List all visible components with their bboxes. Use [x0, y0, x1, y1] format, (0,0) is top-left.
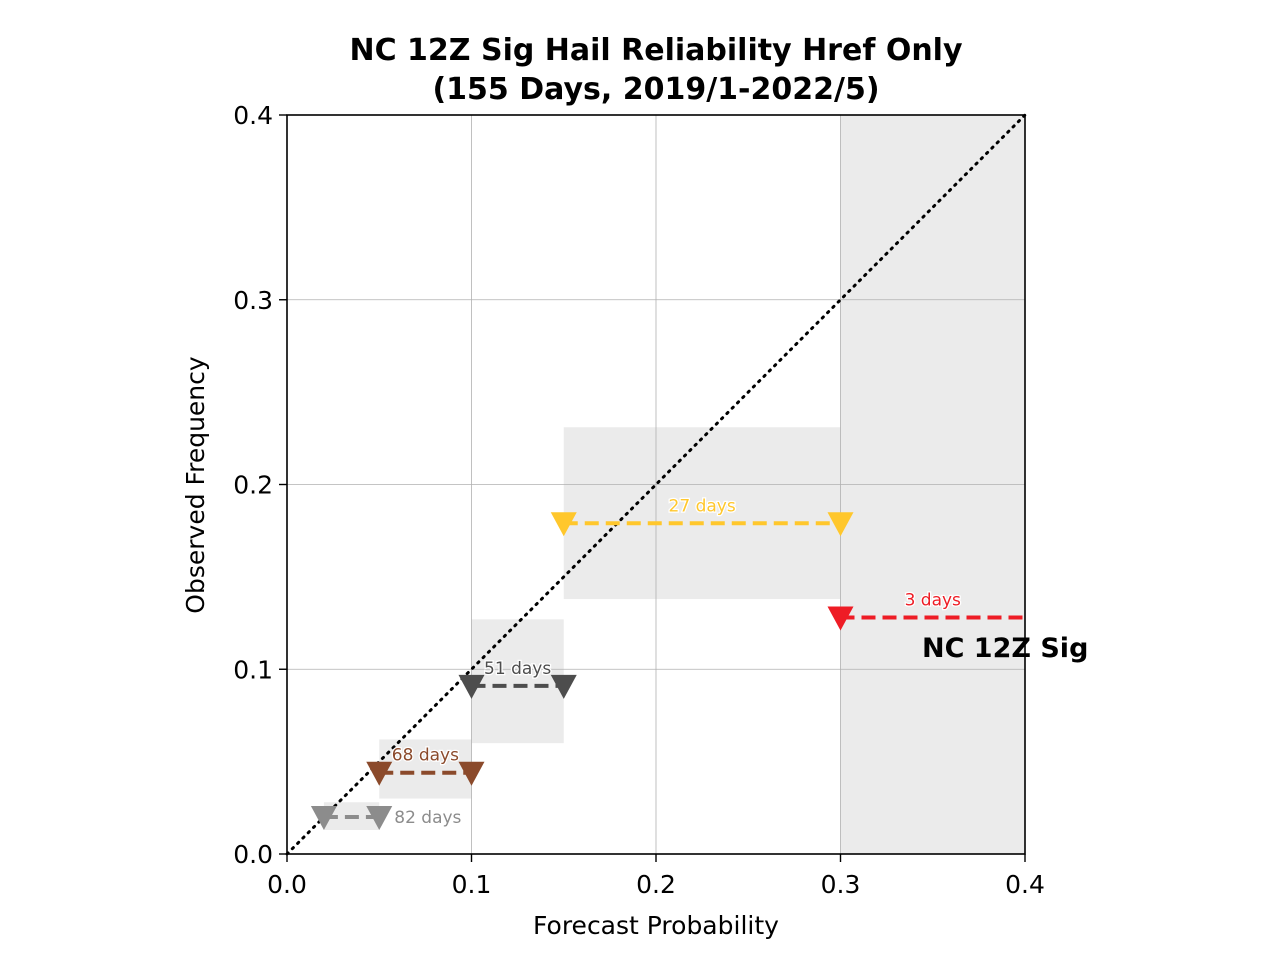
- chart-subtitle: (155 Days, 2019/1-2022/5): [432, 72, 879, 107]
- bin-count-label-4: 3 days: [905, 591, 961, 611]
- uncertainty-band-1: [379, 739, 472, 799]
- bin-marker-start-4: [827, 606, 854, 631]
- y-tick-label-1: 0.1: [233, 655, 273, 684]
- x-tick-label-2: 0.2: [636, 870, 676, 899]
- y-tick-label-0: 0.0: [233, 840, 273, 869]
- plot-area: 82 days 68 days 51 days 27 days 3 days 0.0 0.1…: [233, 101, 1045, 899]
- x-tick-label-3: 0.3: [821, 870, 861, 899]
- perfect-reliability-line: [285, 113, 1027, 856]
- uncertainty-band-3: [563, 427, 841, 600]
- bin-marker-start-0: [310, 806, 337, 831]
- bin-marker-start-2: [458, 674, 485, 699]
- uncertainty-band-2: [471, 619, 564, 744]
- x-tick-label-4: 0.4: [1005, 870, 1045, 899]
- y-axis-label: Observed Frequency: [181, 356, 210, 614]
- chart-title: NC 12Z Sig Hail Reliability Href Only: [349, 33, 962, 68]
- y-tick-label-2: 0.2: [233, 471, 273, 500]
- x-tick-label-0: 0.0: [267, 870, 307, 899]
- bin-marker-end-3: [827, 512, 854, 537]
- bin-count-label-1: 68 days: [392, 746, 459, 766]
- bin-count-label-3: 27 days: [669, 496, 736, 516]
- bin-marker-end-0: [366, 806, 393, 831]
- bin-marker-end-1: [458, 761, 485, 786]
- bin-marker-end-2: [550, 674, 577, 699]
- series-label: NC 12Z Sig: [922, 633, 1088, 664]
- y-tick-label-4: 0.4: [233, 101, 273, 130]
- bin-count-label-0: 82 days: [394, 808, 461, 828]
- bin-marker-start-3: [550, 512, 577, 537]
- bin-count-label-2: 51 days: [484, 659, 551, 679]
- x-axis-label: Forecast Probability: [533, 911, 779, 940]
- y-tick-label-3: 0.3: [233, 286, 273, 315]
- x-tick-label-1: 0.1: [452, 870, 492, 899]
- bin-marker-start-1: [366, 761, 393, 786]
